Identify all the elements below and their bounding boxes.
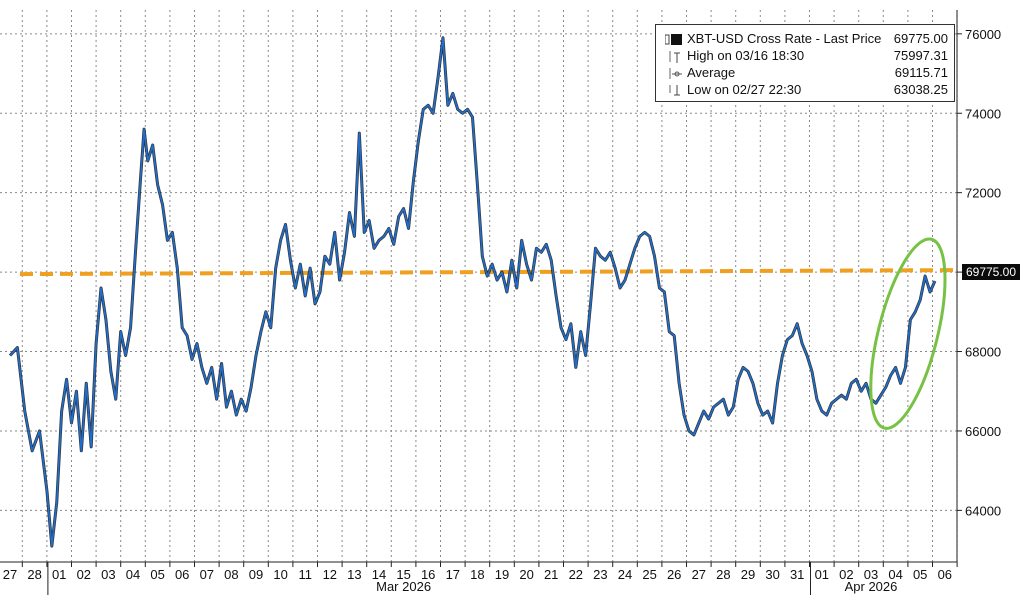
- x-tick-label: 21: [544, 567, 558, 582]
- y-tick-label: 72000: [965, 186, 1001, 201]
- legend-name: Average: [687, 65, 736, 80]
- x-tick-label: 22: [569, 567, 583, 582]
- legend-row-high: High on 03/16 18:30 75997.31: [656, 48, 948, 64]
- x-tick-label: 12: [323, 567, 337, 582]
- x-tick-label: 05: [150, 567, 164, 582]
- x-tick-label: 15: [396, 567, 410, 582]
- legend-value: 69115.71: [894, 65, 948, 80]
- y-tick-label: 74000: [965, 106, 1001, 121]
- x-tick-label: 27: [692, 567, 706, 582]
- x-tick-label: 03: [101, 567, 115, 582]
- x-tick-label: 23: [593, 567, 607, 582]
- x-tick-label: 25: [642, 567, 656, 582]
- x-tick-label: 30: [765, 567, 779, 582]
- series-line: [9, 36, 936, 547]
- x-tick-label: 10: [273, 567, 287, 582]
- x-tick-label: 28: [27, 567, 41, 582]
- x-tick-label: 31: [790, 567, 804, 582]
- x-tick-label: 29: [741, 567, 755, 582]
- legend-value: 69775.00: [893, 31, 948, 46]
- x-tick-label: 26: [667, 567, 681, 582]
- y-tick-label: 66000: [965, 424, 1001, 439]
- x-tick-label: 19: [495, 567, 509, 582]
- x-tick-label: 07: [200, 567, 214, 582]
- x-tick-label: 04: [126, 567, 140, 582]
- y-tick-label: 68000: [965, 345, 1001, 360]
- x-tick-label: 08: [224, 567, 238, 582]
- x-tick-label: 27: [3, 567, 17, 582]
- axes: [0, 10, 958, 563]
- x-tick-label: 09: [249, 567, 263, 582]
- x-tick-label: 05: [913, 567, 927, 582]
- low-marker-icon: [669, 85, 680, 96]
- legend-row-average: Average 69115.71: [656, 65, 948, 81]
- legend-name: High on 03/16 18:30: [687, 48, 805, 63]
- x-tick-label: 14: [372, 567, 386, 582]
- x-axis-ticks: 27 28 01 02 03 04 05 06 07 08 09 10 11 12 13 14 15 16 17 18…: [3, 562, 958, 582]
- legend-value: 63038.25: [893, 82, 948, 97]
- x-tick-label: 20: [519, 567, 533, 582]
- x-tick-label: 16: [421, 567, 435, 582]
- x-tick-label: 13: [347, 567, 361, 582]
- highlight-ellipse: [869, 237, 947, 430]
- legend-name: Low on 02/27 22:30: [687, 82, 802, 97]
- month-label: Apr 2026: [845, 579, 898, 594]
- legend-value: 75997.31: [893, 48, 948, 63]
- month-labels: Mar 2026 Apr 2026: [47, 562, 898, 595]
- x-tick-label: 01: [52, 567, 66, 582]
- x-tick-label: 17: [446, 567, 460, 582]
- x-tick-label: 28: [716, 567, 730, 582]
- x-tick-label: 04: [888, 567, 902, 582]
- x-tick-label: 02: [77, 567, 91, 582]
- x-tick-label: 24: [618, 567, 632, 582]
- last-price-tag: 69775.00: [962, 264, 1020, 280]
- x-tick-label: 03: [864, 567, 878, 582]
- y-axis-ticks: 64000660006800070000720007400076000: [957, 27, 1001, 518]
- high-marker-icon: [669, 51, 680, 63]
- x-tick-label: 06: [175, 567, 189, 582]
- x-tick-label: 02: [839, 567, 853, 582]
- legend-name: XBT-USD Cross Rate - Last Price: [687, 31, 882, 46]
- x-tick-label: 01: [815, 567, 829, 582]
- legend-row-last-price: XBT-USD Cross Rate - Last Price 69775.00: [656, 31, 948, 47]
- month-label: Mar 2026: [376, 579, 431, 594]
- x-tick-label: 11: [298, 567, 312, 582]
- highlight-ellipse-shape: [869, 237, 947, 430]
- filled-square-icon: [665, 34, 682, 45]
- y-tick-label: 64000: [965, 503, 1001, 518]
- series-line-shadow: [8, 36, 937, 548]
- x-tick-label: 18: [470, 567, 484, 582]
- average-marker-icon: [669, 68, 682, 79]
- legend-row-low: Low on 02/27 22:30 63038.25: [656, 82, 948, 98]
- y-tick-label: 76000: [965, 27, 1001, 42]
- legend: XBT-USD Cross Rate - Last Price 69775.00…: [655, 24, 955, 102]
- price-series: [8, 36, 937, 548]
- x-tick-label: 06: [938, 567, 952, 582]
